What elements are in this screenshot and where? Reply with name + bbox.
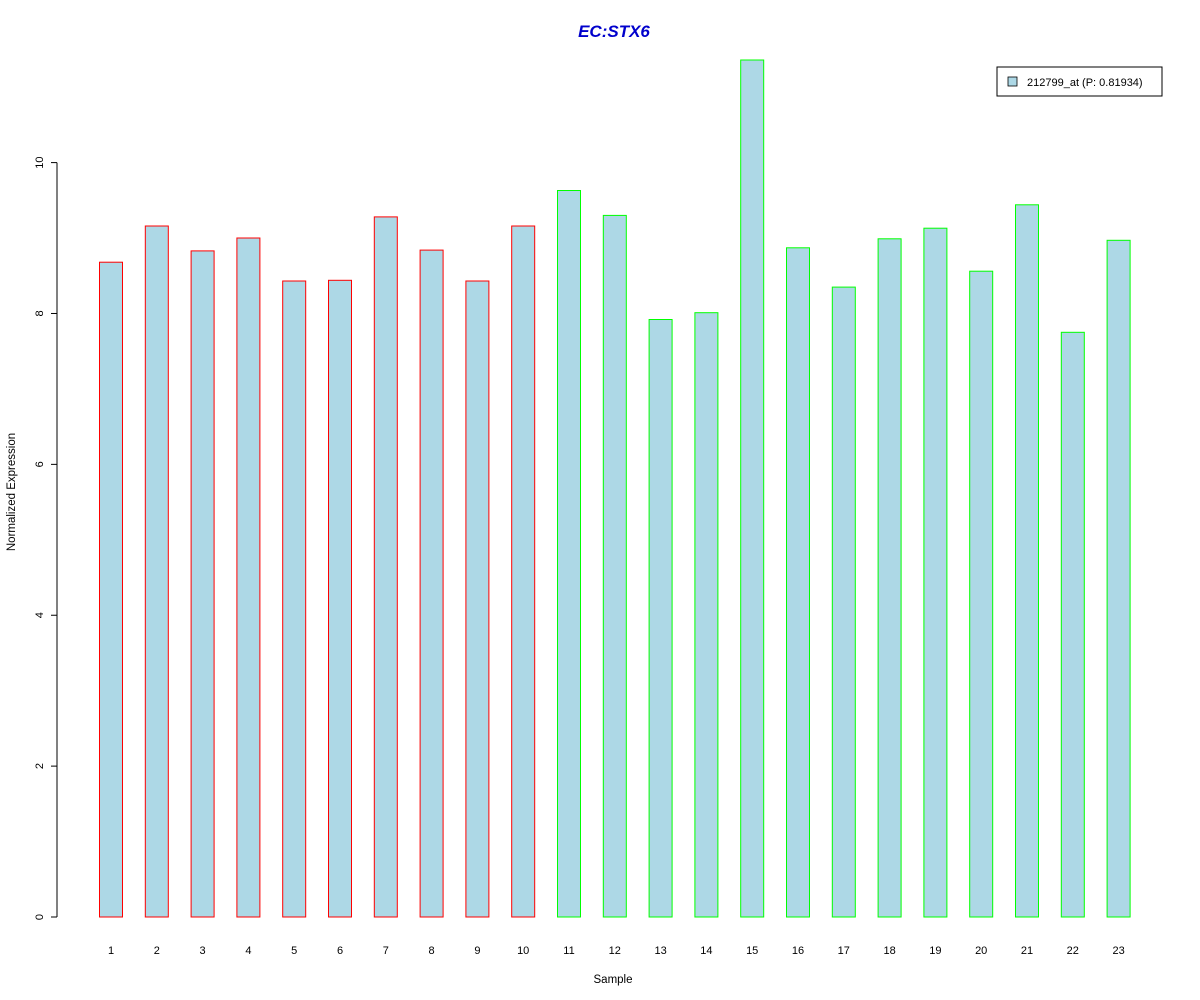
- x-tick-label: 14: [700, 945, 712, 957]
- y-tick-label: 8: [34, 310, 46, 316]
- x-tick-label: 7: [383, 945, 389, 957]
- bar-sample-5: [282, 280, 307, 918]
- bar-sample-15: [740, 59, 765, 918]
- chart-title: EC:STX6: [578, 22, 650, 41]
- bars-group: [99, 59, 1131, 918]
- x-tick-label: 13: [654, 945, 666, 957]
- bar-sample-7: [373, 216, 398, 918]
- x-tick-label: 18: [883, 945, 895, 957]
- x-tick-label: 2: [154, 945, 160, 957]
- x-axis-label: Sample: [594, 974, 633, 986]
- y-axis: 0 2 4 6 8 10: [34, 156, 58, 920]
- bar-sample-18: [877, 238, 902, 918]
- x-tick-labels: 1 2 3 4 5 6 7 8 9 10 11 12 13 14 15 16 17 18 19 20 21 22 23: [108, 945, 1125, 957]
- y-tick-label: 10: [34, 156, 46, 168]
- bar-sample-12: [602, 214, 627, 918]
- x-tick-label: 21: [1021, 945, 1033, 957]
- x-tick-label: 6: [337, 945, 343, 957]
- y-tick-label: 4: [34, 612, 46, 618]
- y-tick-label: 0: [34, 914, 46, 920]
- bar-sample-20: [969, 270, 994, 918]
- legend-swatch: [1007, 76, 1018, 87]
- bar-sample-23: [1106, 239, 1131, 918]
- bar-sample-6: [328, 279, 352, 918]
- bar-sample-13: [648, 319, 673, 918]
- bar-sample-21: [1015, 204, 1039, 918]
- x-tick-label: 16: [792, 945, 804, 957]
- x-tick-label: 4: [245, 945, 251, 957]
- bar-sample-9: [465, 280, 490, 918]
- x-tick-label: 3: [200, 945, 206, 957]
- bar-sample-19: [923, 227, 948, 918]
- x-tick-label: 12: [609, 945, 621, 957]
- x-tick-label: 8: [429, 945, 435, 957]
- legend-label: 212799_at (P: 0.81934): [1027, 77, 1143, 89]
- x-tick-label: 20: [975, 945, 987, 957]
- x-tick-label: 15: [746, 945, 758, 957]
- bar-sample-4: [236, 237, 261, 918]
- bar-sample-8: [419, 249, 444, 918]
- x-tick-label: 10: [517, 945, 529, 957]
- bar-sample-1: [99, 261, 123, 918]
- x-tick-label: 19: [929, 945, 941, 957]
- x-tick-label: 9: [474, 945, 480, 957]
- y-axis-label: Normalized Expression: [6, 433, 18, 551]
- bar-sample-2: [144, 225, 169, 918]
- y-tick-label: 2: [34, 763, 46, 769]
- bar-sample-14: [694, 312, 719, 918]
- bar-sample-16: [786, 247, 810, 918]
- y-tick-label: 6: [34, 461, 46, 467]
- x-tick-label: 22: [1067, 945, 1079, 957]
- bar-sample-10: [511, 225, 536, 918]
- bar-sample-3: [190, 250, 215, 918]
- x-tick-label: 11: [563, 945, 574, 957]
- legend: 212799_at (P: 0.81934): [996, 66, 1163, 97]
- x-tick-label: 1: [108, 945, 114, 957]
- legend-box: [996, 66, 1163, 97]
- bar-sample-11: [557, 190, 581, 918]
- x-tick-label: 5: [291, 945, 297, 957]
- bar-sample-17: [831, 286, 856, 918]
- bar-sample-22: [1060, 331, 1085, 918]
- x-tick-label: 17: [838, 945, 850, 957]
- x-tick-label: 23: [1112, 945, 1124, 957]
